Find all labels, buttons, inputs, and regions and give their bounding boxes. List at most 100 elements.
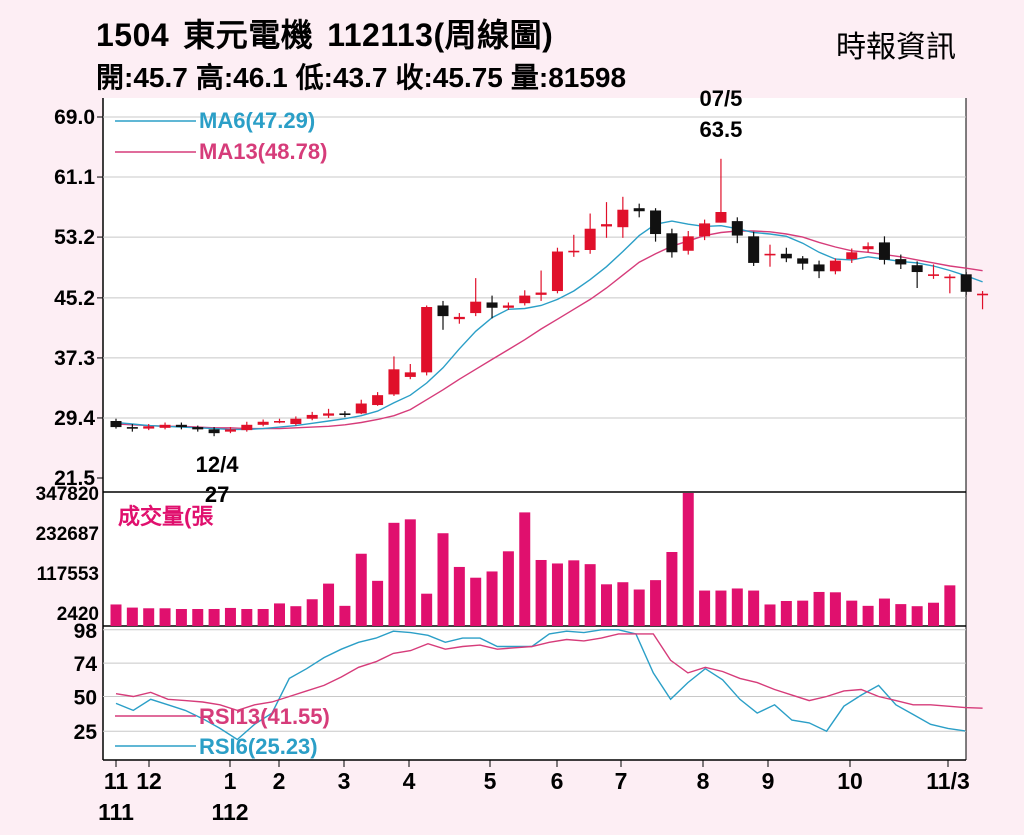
- volume-bar: [911, 606, 923, 626]
- volume-bar: [862, 605, 874, 626]
- candle-body: [797, 258, 809, 264]
- volume-bar: [601, 584, 612, 626]
- volume-tick-label: 232687: [36, 524, 99, 545]
- volume-legend: 成交量(張: [118, 504, 214, 529]
- ma6-line: [115, 220, 983, 431]
- x-tick-label: 5: [484, 768, 497, 794]
- price-tick-label: 37.3: [54, 347, 95, 370]
- volume-bar: [666, 551, 678, 626]
- candle-body: [192, 427, 204, 430]
- x-tick-label: 7: [615, 768, 628, 794]
- x-tick-label: 12: [136, 768, 162, 794]
- volume-bar: [780, 600, 792, 626]
- candle-body: [862, 246, 874, 250]
- price-tick-label: 29.4: [54, 407, 95, 430]
- volume-bar: [846, 600, 858, 626]
- volume-bar: [699, 590, 711, 626]
- candle-body: [551, 251, 563, 292]
- candle-body: [372, 395, 384, 406]
- volume-bar: [126, 607, 138, 626]
- candle-body: [928, 274, 939, 276]
- volume-bar: [878, 598, 890, 626]
- volume-bar: [437, 533, 449, 626]
- candle-body: [437, 305, 449, 317]
- candle-body: [748, 236, 760, 263]
- candle-body: [960, 274, 972, 292]
- volume-bar: [159, 608, 171, 626]
- x-tick-label: 9: [762, 768, 775, 794]
- candle-body: [829, 260, 841, 272]
- low-value-label: 27: [205, 482, 229, 507]
- candle-body: [601, 224, 612, 227]
- candle-body: [666, 233, 678, 253]
- candle-body: [323, 413, 335, 416]
- volume-bar: [274, 603, 285, 626]
- volume-bar: [731, 588, 743, 626]
- candle-body: [878, 242, 890, 260]
- volume-bar: [633, 589, 645, 626]
- volume-bar: [323, 583, 335, 626]
- volume-bar: [502, 551, 514, 626]
- candle-body: [846, 252, 858, 260]
- rsi-tick-label: 25: [74, 721, 98, 744]
- candle-body: [486, 302, 498, 308]
- candle-body: [404, 372, 416, 377]
- volume-bar: [829, 592, 841, 626]
- candle-body: [110, 421, 122, 428]
- volume-bar: [486, 571, 498, 626]
- low-value: 低:43.7: [295, 62, 388, 93]
- rsi-legend-label: RSI6(25.23): [199, 734, 318, 759]
- low-date-label: 12/4: [196, 452, 240, 477]
- stock-name: 東元電機: [183, 17, 314, 53]
- candle-body: [633, 208, 645, 212]
- candle-body: [944, 276, 956, 279]
- volume-bar: [241, 609, 253, 626]
- volume-bar: [617, 582, 629, 626]
- volume-bar: [224, 607, 236, 626]
- candle-body: [699, 223, 711, 237]
- candle-body: [977, 293, 989, 296]
- open-value: 開:45.7: [96, 62, 188, 93]
- volume-bar: [764, 604, 776, 626]
- candle-body: [143, 426, 155, 429]
- volume-bar: [110, 604, 122, 626]
- rsi13-line: [115, 633, 983, 712]
- candle-body: [715, 212, 727, 223]
- volume-bar: [519, 512, 531, 626]
- close-value: 收:45.75: [395, 62, 503, 93]
- legend-label: MA13(48.78): [199, 139, 327, 164]
- candle-body: [421, 307, 433, 373]
- candle-body: [126, 427, 138, 429]
- volume-bar: [895, 604, 907, 626]
- volume-bar: [682, 493, 694, 626]
- volume-bar: [257, 609, 269, 626]
- volume-bar: [551, 563, 563, 626]
- title-suffix: 112113(周線圖): [327, 17, 554, 53]
- candle-body: [535, 292, 547, 295]
- volume-bar: [748, 590, 760, 626]
- candle-body: [339, 413, 351, 415]
- legend-label: MA6(47.29): [199, 108, 315, 133]
- candle-body: [568, 250, 580, 253]
- volume-bar: [535, 559, 547, 626]
- peak-date-label: 07/5: [700, 86, 743, 111]
- peak-value-label: 63.5: [700, 117, 743, 142]
- chart-title: 1504 東元電機 112113(周線圖): [96, 10, 567, 56]
- rsi-tick-label: 50: [74, 686, 97, 709]
- volume-bar: [143, 608, 155, 626]
- high-value: 高:46.1: [195, 62, 288, 93]
- volume-bar: [470, 577, 482, 626]
- volume-bar: [404, 519, 416, 626]
- x-tick-label: 11/3: [926, 768, 970, 794]
- volume-tick-label: 2420: [57, 604, 99, 625]
- candle-body: [159, 424, 171, 428]
- x-year-label: 111: [98, 799, 134, 825]
- volume-bar: [208, 609, 220, 626]
- candle-body: [650, 210, 662, 235]
- volume-bar: [355, 553, 367, 626]
- rsi-legend-label: RSI13(41.55): [199, 704, 330, 729]
- candle-body: [813, 264, 825, 272]
- volume-bar: [339, 605, 351, 626]
- candle-body: [682, 236, 694, 251]
- x-tick-label: 2: [273, 768, 286, 794]
